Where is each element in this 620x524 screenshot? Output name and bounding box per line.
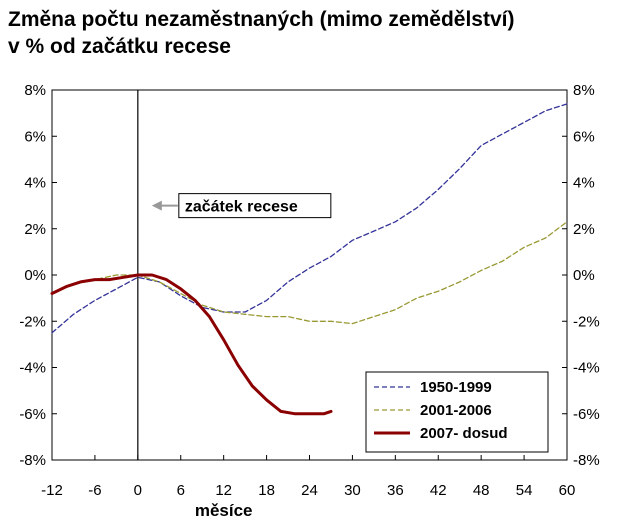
y-tick-label-right: -6% — [573, 406, 600, 423]
y-tick-label-left: 6% — [24, 128, 46, 145]
legend-label-2: 2007- dosud — [420, 425, 508, 442]
annotation-text: začátek recese — [185, 199, 298, 216]
x-tick-label: 18 — [258, 482, 275, 499]
chart-title-line2: v % od začátku recese — [8, 35, 231, 58]
x-tick-label: 48 — [473, 482, 490, 499]
y-tick-label-right: 2% — [573, 221, 595, 238]
legend-label-0: 1950-1999 — [420, 379, 492, 396]
chart-title-line1: Změna počtu nezaměstnaných (mimo zeměděl… — [8, 8, 515, 31]
y-tick-label-left: -8% — [19, 452, 46, 469]
y-tick-label-right: 8% — [573, 82, 595, 99]
x-tick-label: 24 — [301, 482, 318, 499]
legend-label-1: 2001-2006 — [420, 402, 492, 419]
series-line-0 — [51, 103, 568, 334]
annotation-arrow-head — [151, 200, 162, 211]
x-axis-label: měsíce — [195, 501, 253, 520]
right-axis-ticks: -8% -6% -4% -2% 0% 2% 4% 6% 8% — [562, 82, 600, 469]
left-axis-ticks: -8% -6% -4% -2% 0% 2% 4% 6% 8% — [19, 82, 57, 469]
y-tick-label-left: 4% — [24, 175, 46, 192]
y-tick-label-left: 8% — [24, 82, 46, 99]
x-tick-label: 30 — [344, 482, 361, 499]
x-tick-label: 36 — [387, 482, 404, 499]
y-tick-label-right: 4% — [573, 175, 595, 192]
y-tick-label-left: -2% — [19, 313, 46, 330]
y-tick-label-left: -4% — [19, 360, 46, 377]
chart-title: Změna počtu nezaměstnaných (mimo zeměděl… — [8, 6, 514, 60]
y-tick-label-left: 2% — [24, 221, 46, 238]
series-layer — [50, 103, 568, 416]
x-tick-label: -12 — [41, 482, 63, 499]
y-tick-label-right: -4% — [573, 360, 600, 377]
y-tick-label-right: 6% — [573, 128, 595, 145]
legend: 1950-1999 2001-2006 2007- dosud — [365, 371, 549, 453]
y-tick-label-right: 0% — [573, 267, 595, 284]
recession-annotation: začátek recese — [151, 193, 332, 219]
x-tick-label: 6 — [177, 482, 185, 499]
y-tick-label-left: -6% — [19, 406, 46, 423]
x-axis-ticks: -12 -6 0 6 12 18 24 30 36 42 48 54 60 — [41, 455, 575, 499]
y-tick-label-right: -8% — [573, 452, 600, 469]
x-tick-label: 60 — [559, 482, 576, 499]
annotation-box — [178, 193, 332, 219]
series-line-2 — [50, 273, 333, 416]
legend-box — [365, 371, 549, 453]
y-tick-label-left: 0% — [24, 267, 46, 284]
x-tick-label: 42 — [430, 482, 447, 499]
x-tick-label: -6 — [88, 482, 101, 499]
x-tick-label: 54 — [516, 482, 533, 499]
x-tick-label: 12 — [215, 482, 232, 499]
x-tick-label: 0 — [134, 482, 142, 499]
y-tick-label-right: -2% — [573, 313, 600, 330]
